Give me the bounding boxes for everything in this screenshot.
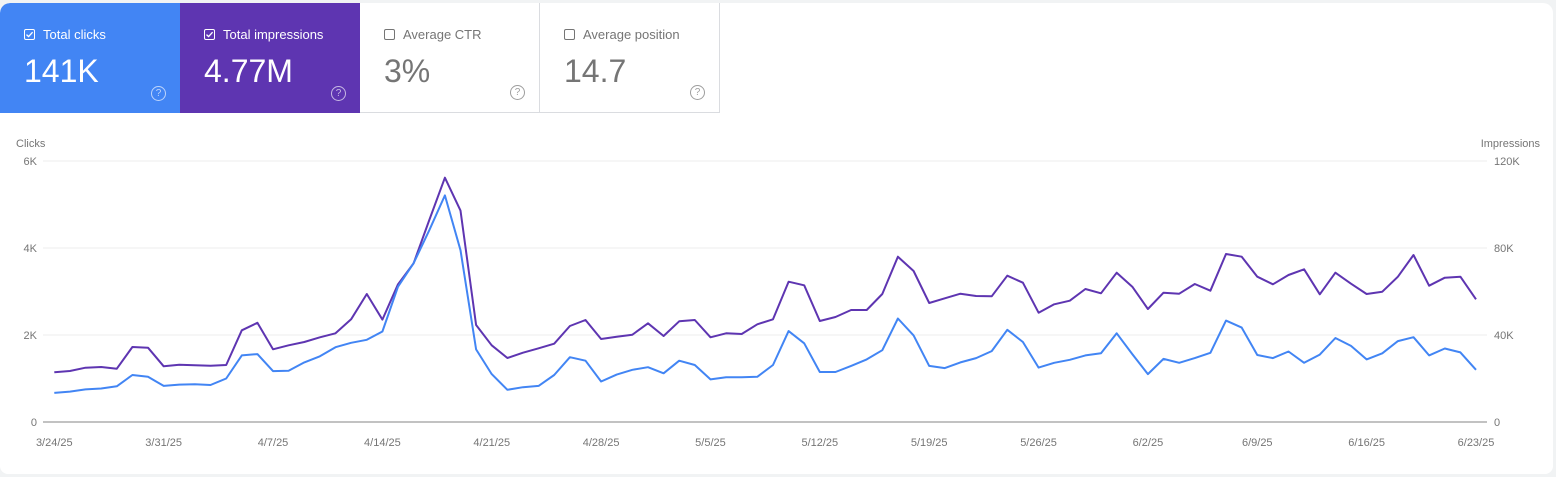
y-tick-right: 40K [1494,330,1514,342]
x-tick-label: 5/12/25 [801,437,838,449]
card-label: Total clicks [43,27,106,42]
total-impressions-card[interactable]: Total impressions 4.77M ? [180,3,360,113]
x-tick-label: 6/16/25 [1348,437,1385,449]
x-tick-label: 5/26/25 [1020,437,1057,449]
y-tick-left: 0 [31,417,37,429]
card-value: 3% [384,53,431,89]
x-tick-label: 3/24/25 [36,437,73,449]
x-tick-label: 4/14/25 [364,437,401,449]
y-tick-right: 0 [1494,417,1500,429]
card-label: Total impressions [223,27,324,42]
y-axis-right-label: Impressions [1481,138,1541,150]
average-position-card[interactable]: Average position 14.7 ? [540,3,720,113]
series-line-clicks [54,194,1477,394]
checkbox-unchecked-icon[interactable] [564,29,575,40]
card-label: Average position [583,27,680,42]
help-icon[interactable]: ? [690,85,705,100]
card-value: 141K [24,53,99,89]
y-tick-right: 120K [1494,156,1520,168]
help-icon[interactable]: ? [151,86,166,101]
performance-panel: Total clicks 141K ? Total impressions 4.… [0,3,1553,474]
metric-cards: Total clicks 141K ? Total impressions 4.… [0,3,720,113]
x-tick-label: 6/2/25 [1133,437,1164,449]
card-value: 4.77M [204,53,293,89]
x-tick-label: 6/9/25 [1242,437,1273,449]
help-icon[interactable]: ? [331,86,346,101]
x-tick-label: 4/7/25 [258,437,289,449]
checkbox-unchecked-icon[interactable] [384,29,395,40]
checkbox-checked-icon[interactable] [204,29,215,40]
checkbox-checked-icon[interactable] [24,29,35,40]
total-clicks-card[interactable]: Total clicks 141K ? [0,3,180,113]
y-tick-left: 4K [24,243,38,255]
y-axis-left-label: Clicks [16,138,46,150]
x-tick-label: 5/19/25 [911,437,948,449]
x-tick-label: 4/28/25 [583,437,620,449]
average-ctr-card[interactable]: Average CTR 3% ? [360,3,540,113]
x-tick-label: 6/23/25 [1458,437,1495,449]
y-tick-right: 80K [1494,243,1514,255]
x-tick-label: 3/31/25 [145,437,182,449]
y-tick-left: 6K [24,156,38,168]
card-value: 14.7 [564,53,627,89]
help-icon[interactable]: ? [510,85,525,100]
x-tick-label: 4/21/25 [473,437,510,449]
x-tick-label: 5/5/25 [695,437,726,449]
y-tick-left: 2K [24,330,38,342]
card-label: Average CTR [403,27,482,42]
series-line-impressions [54,176,1477,374]
